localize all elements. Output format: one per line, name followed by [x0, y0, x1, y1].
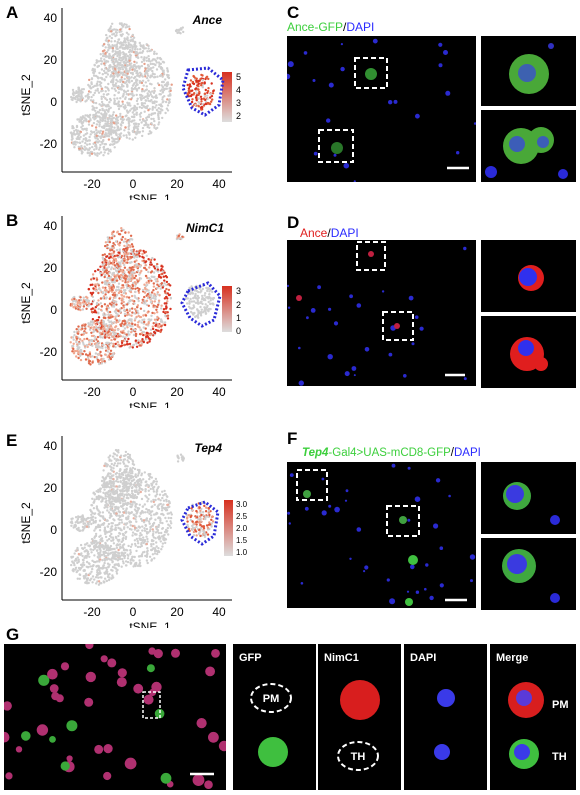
- xtick: -20: [83, 177, 101, 191]
- xtick: 0: [130, 605, 137, 619]
- svg-text:1: 1: [236, 313, 241, 323]
- micrograph-d-main: [287, 240, 476, 386]
- color-legend: [224, 500, 233, 556]
- ytick: 20: [44, 481, 58, 495]
- y-axis-label: tSNE_2: [19, 74, 33, 116]
- xtick: -20: [83, 605, 101, 619]
- title-dapi: DAPI: [454, 447, 481, 459]
- micrograph-c-zoom-1: [481, 36, 576, 106]
- title-dapi: DAPI: [331, 226, 359, 240]
- micrograph-d-zoom-1: [481, 240, 576, 312]
- xtick: 0: [130, 385, 137, 399]
- svg-text:3: 3: [236, 286, 241, 296]
- ytick: 0: [50, 95, 57, 109]
- x-axis-label: tSNE_1: [129, 620, 171, 628]
- ytick: -20: [40, 565, 58, 579]
- panel-d-title: Ance/DAPI: [300, 226, 359, 240]
- svg-text:3: 3: [236, 98, 241, 108]
- panel-f-title: Tep4-Gal4>UAS-mCD8-GFP/DAPI: [302, 446, 481, 460]
- panel-label-g: G: [6, 626, 19, 643]
- xtick: 20: [170, 177, 184, 191]
- svg-text:0: 0: [236, 326, 241, 336]
- tsne-svg-ance: 40 20 0 -20 -20 0 20 40 tSNE_1 tSNE_2 An…: [0, 0, 250, 200]
- tsne-svg-nimc1: 40 20 0 -20 -20 0 20 40 tSNE_1 tSNE_2 Ni…: [0, 208, 250, 408]
- color-legend: [222, 286, 232, 332]
- panel-label-d: D: [287, 214, 299, 231]
- ytick: 0: [50, 303, 57, 317]
- title-ance: Ance: [300, 226, 327, 240]
- micrograph-f-zoom-2: [481, 538, 576, 610]
- ytick: -20: [40, 137, 58, 151]
- ytick: 20: [44, 53, 58, 67]
- x-axis-label: tSNE_1: [129, 192, 171, 200]
- ytick: 40: [44, 219, 58, 233]
- tsne-plot-tep4: 40 20 0 -20 -20 0 20 40 tSNE_1 tSNE_2 Te…: [0, 428, 250, 628]
- x-axis-label: tSNE_1: [129, 400, 171, 408]
- ytick: 0: [50, 523, 57, 537]
- y-axis-label: tSNE_2: [19, 502, 33, 544]
- xtick: 40: [212, 605, 226, 619]
- title-dapi: DAPI: [346, 20, 374, 34]
- micrograph-d-zoom-2: [481, 316, 576, 388]
- tsne-svg-tep4: 40 20 0 -20 -20 0 20 40 tSNE_1 tSNE_2 Te…: [0, 428, 250, 628]
- ytick: -20: [40, 345, 58, 359]
- xtick: 40: [212, 385, 226, 399]
- g-channel-merge: Merge PM TH: [490, 644, 576, 790]
- zoom-box: [297, 470, 327, 500]
- gene-name: Ance: [192, 13, 223, 27]
- xtick: 0: [130, 177, 137, 191]
- color-legend: [222, 72, 232, 122]
- title-ance-gfp: Ance-GFP: [287, 20, 343, 34]
- panel-label-c: C: [287, 4, 299, 21]
- title-driver: -Gal4>UAS-mCD8-GFP: [328, 447, 450, 459]
- gene-name: Tep4: [194, 441, 222, 455]
- g-channel-nimc1: NimC1 TH: [318, 644, 401, 790]
- micrograph-f-main: [287, 462, 476, 608]
- xtick: -20: [83, 385, 101, 399]
- xtick: 20: [170, 385, 184, 399]
- micrograph-c-zoom-2: [481, 110, 576, 182]
- tsne-plot-nimc1: 40 20 0 -20 -20 0 20 40 tSNE_1 tSNE_2 Ni…: [0, 208, 250, 408]
- svg-text:5: 5: [236, 72, 241, 82]
- xtick: 20: [170, 605, 184, 619]
- svg-text:2: 2: [236, 300, 241, 310]
- panel-label-f: F: [287, 430, 297, 447]
- micrograph-c-main: [287, 36, 476, 182]
- g-channel-dapi: DAPI: [404, 644, 487, 790]
- xtick: 40: [212, 177, 226, 191]
- svg-text:2: 2: [236, 111, 241, 121]
- micrograph-f-zoom-1: [481, 462, 576, 534]
- micrograph-g-main: [4, 644, 226, 790]
- y-axis-label: tSNE_2: [19, 282, 33, 324]
- tsne-plot-ance: 40 20 0 -20 -20 0 20 40 tSNE_1 tSNE_2 An…: [0, 0, 250, 200]
- title-tep4: Tep4: [302, 447, 328, 459]
- gene-name: NimC1: [186, 221, 224, 235]
- g-channel-gfp: GFP PM: [233, 644, 316, 790]
- ytick: 20: [44, 261, 58, 275]
- panel-c-title: Ance-GFP/DAPI: [287, 20, 374, 34]
- ytick: 40: [44, 11, 58, 25]
- ytick: 40: [44, 439, 58, 453]
- svg-text:4: 4: [236, 85, 241, 95]
